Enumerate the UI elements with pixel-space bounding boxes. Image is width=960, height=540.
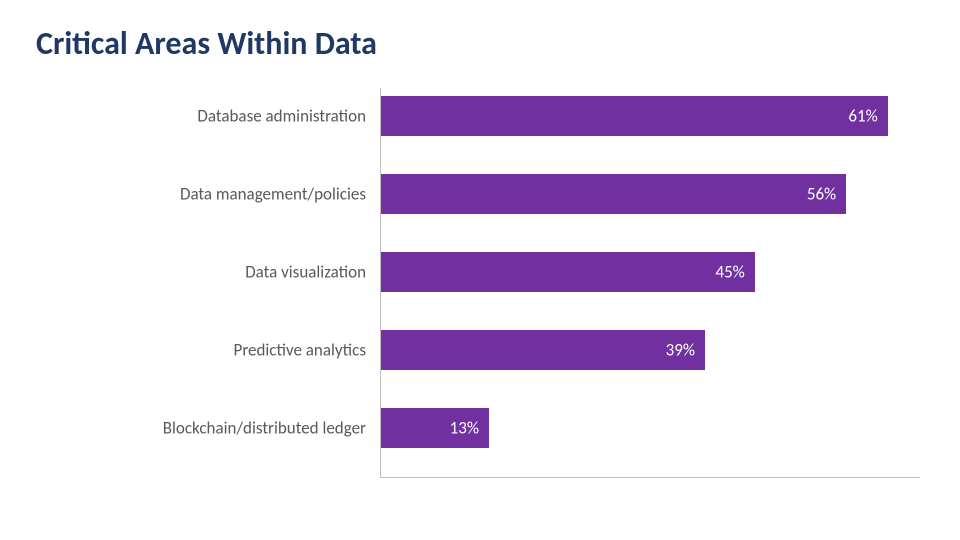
value-label: 13%: [450, 418, 479, 439]
value-label: 39%: [666, 340, 695, 361]
value-label: 56%: [807, 184, 836, 205]
bar: [381, 330, 705, 370]
bar-row: Database administration61%: [380, 96, 920, 136]
value-label: 61%: [848, 106, 877, 127]
bar: [381, 96, 888, 136]
category-label: Blockchain/distributed ledger: [163, 418, 366, 439]
category-label: Database administration: [197, 106, 366, 127]
bar-row: Predictive analytics39%: [380, 330, 920, 370]
bar-row: Data management/policies56%: [380, 174, 920, 214]
x-axis-line: [380, 477, 920, 478]
value-label: 45%: [715, 262, 744, 283]
bar-row: Blockchain/distributed ledger13%: [380, 408, 920, 448]
bar-chart: Database administration61% Data managemen…: [380, 88, 920, 478]
category-label: Data visualization: [245, 262, 366, 283]
bar: [381, 174, 846, 214]
category-label: Predictive analytics: [234, 340, 366, 361]
bar-row: Data visualization45%: [380, 252, 920, 292]
bar: [381, 252, 755, 292]
category-label: Data management/policies: [180, 184, 366, 205]
chart-title: Critical Areas Within Data: [36, 24, 377, 63]
slide: Critical Areas Within Data Database admi…: [0, 0, 960, 540]
